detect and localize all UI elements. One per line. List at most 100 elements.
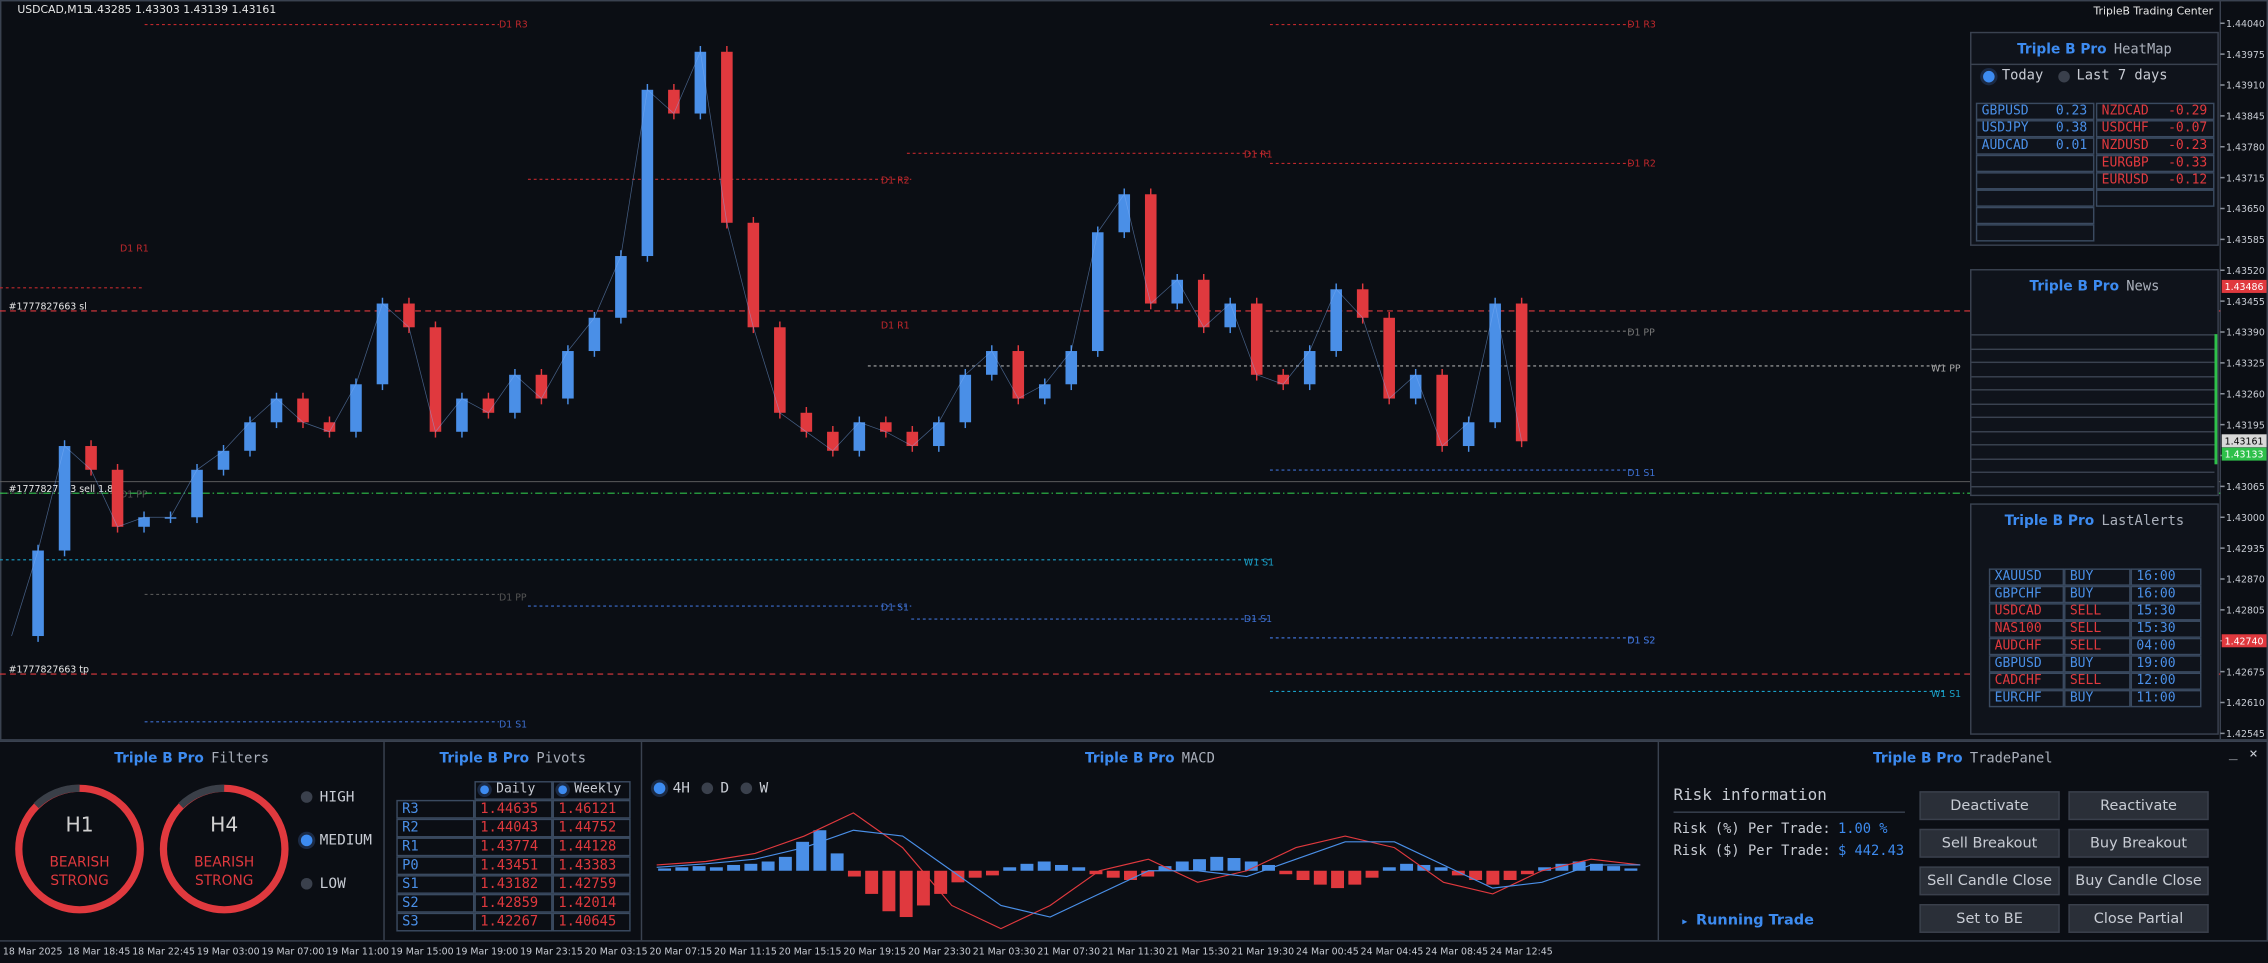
histogram-bar xyxy=(1555,863,1569,871)
running-trade[interactable]: ▸ Running Trade xyxy=(1682,913,1814,929)
close[interactable]: × xyxy=(2249,746,2258,763)
heatmap-panel: Triple B Pro HeatMap Today Last 7 days GBPUS… xyxy=(1970,31,2219,246)
candle xyxy=(1489,303,1501,423)
close-line xyxy=(11,50,1522,637)
risk-label: Risk (%) Per Trade: xyxy=(1673,821,1831,838)
level-option[interactable]: HIGH xyxy=(300,790,355,806)
alert-cell: SELL xyxy=(2064,620,2131,638)
trade-button[interactable]: Buy Candle Close xyxy=(2068,866,2209,896)
trade-button[interactable]: Sell Breakout xyxy=(1919,828,2060,858)
candle xyxy=(1356,289,1369,318)
candle xyxy=(1436,374,1448,447)
trade-button[interactable]: Deactivate xyxy=(1919,791,2060,821)
news-row xyxy=(1971,416,2215,419)
title: LastAlerts xyxy=(2101,513,2185,530)
period-option[interactable]: Last 7 days xyxy=(2057,67,2168,84)
alert-cell: USDCAD xyxy=(1988,603,2065,621)
radio[interactable] xyxy=(1983,70,1995,82)
y-tick-label: 1.43195 xyxy=(2226,420,2265,431)
candle xyxy=(747,222,760,328)
pivot-cell: 1.40645 xyxy=(552,912,631,932)
pair: USDJPY xyxy=(1981,121,2029,136)
radio[interactable] xyxy=(300,834,313,847)
strength: STRONG xyxy=(195,873,253,889)
candle xyxy=(111,469,124,527)
radio[interactable] xyxy=(480,784,489,794)
histogram-bar xyxy=(882,870,896,912)
radio[interactable] xyxy=(300,791,313,803)
y-tick-label: 1.42870 xyxy=(2226,575,2265,586)
trade-button[interactable]: Buy Breakout xyxy=(2068,828,2209,858)
histogram-bar xyxy=(1193,859,1206,871)
y-tick-label: 1.43390 xyxy=(2226,328,2265,339)
level-label: D1 PP xyxy=(499,592,527,603)
histogram-bar xyxy=(1365,870,1379,878)
x-tick-label: 18 Mar 18:45 xyxy=(67,945,131,958)
pivot-cell: 1.46121 xyxy=(552,799,631,819)
histogram-bar xyxy=(1624,868,1638,871)
risk-value: 1.00 % xyxy=(1837,821,1888,838)
y-tick-label: 1.43065 xyxy=(2226,482,2265,493)
brand: Triple B Pro xyxy=(2004,513,2095,530)
news-row xyxy=(1971,347,2215,350)
pivot-cell: P0 xyxy=(396,856,475,876)
period-option[interactable]: Today xyxy=(1983,68,2043,84)
candle xyxy=(58,446,71,551)
y-tick-label: 1.43975 xyxy=(2226,50,2265,61)
histogram-bar xyxy=(709,867,723,871)
title: MACD xyxy=(1181,750,1215,767)
panel-title: Triple B Pro TradePanel xyxy=(1659,742,2267,772)
header-label: Weekly xyxy=(574,782,622,797)
candle xyxy=(668,89,680,114)
timeframe-option[interactable]: D xyxy=(701,781,729,797)
risk-row: Risk ($) Per Trade: $ 442.43 xyxy=(1674,843,1905,859)
level-label: D1 S2 xyxy=(1627,636,1655,647)
alert-cell: NAS100 xyxy=(1988,620,2065,638)
candle xyxy=(535,374,548,399)
y-tick-label: 1.43000 xyxy=(2226,513,2265,524)
histogram-bar xyxy=(1141,870,1155,877)
pivot-cell: 1.42014 xyxy=(552,893,631,913)
alert-cell: SELL xyxy=(2064,603,2131,621)
change: -0.12 xyxy=(2168,173,2208,189)
minimize[interactable]: _ xyxy=(2228,744,2238,761)
candle xyxy=(774,327,786,413)
trade-button[interactable]: Close Partial xyxy=(2068,904,2209,933)
level-label: D1 R1 xyxy=(1244,150,1273,161)
news-row xyxy=(1971,402,2215,405)
price-tag-label: 1.43486 xyxy=(2225,282,2264,293)
level-label: D1 S1 xyxy=(499,720,527,731)
alert-cell: GBPCHF xyxy=(1988,585,2065,604)
title: Pivots xyxy=(536,750,586,767)
level-label: D1 S1 xyxy=(1244,614,1272,625)
timeframe-option[interactable]: W xyxy=(740,781,768,797)
candle xyxy=(1012,351,1025,399)
trade-button[interactable]: Set to BE xyxy=(1919,904,2060,933)
trade-button[interactable]: Reactivate xyxy=(2068,791,2209,821)
timeframe: H4 xyxy=(210,813,238,837)
histogram-bar xyxy=(1572,861,1586,871)
level-option[interactable]: MEDIUM xyxy=(300,833,372,849)
option-label: Last 7 days xyxy=(2076,67,2168,84)
candle xyxy=(482,398,495,413)
radio[interactable] xyxy=(701,782,714,795)
level-label: D1 R3 xyxy=(499,19,528,30)
gauge-gap xyxy=(178,784,225,809)
signal-line xyxy=(656,829,1641,918)
radio[interactable] xyxy=(300,877,313,890)
change: 0.38 xyxy=(2055,121,2088,136)
timeframe-option[interactable]: 4H xyxy=(653,781,690,797)
candle xyxy=(1277,374,1289,385)
signal: BEARISH xyxy=(49,854,109,870)
alert-cell: AUDCHF xyxy=(1988,637,2065,656)
level-label: D1 R2 xyxy=(881,176,910,187)
filters-panel: Triple B Pro Filters H1 BEARISH STRONG H4 BEAR… xyxy=(0,742,385,942)
radio[interactable] xyxy=(740,782,753,795)
radio[interactable] xyxy=(653,782,666,795)
histogram-bar xyxy=(1503,870,1517,881)
level-option[interactable]: LOW xyxy=(300,877,346,892)
radio[interactable] xyxy=(558,784,568,794)
trade-button[interactable]: Sell Candle Close xyxy=(1919,866,2060,896)
x-tick-label: 19 Mar 03:00 xyxy=(196,945,260,958)
radio[interactable] xyxy=(2057,70,2070,82)
